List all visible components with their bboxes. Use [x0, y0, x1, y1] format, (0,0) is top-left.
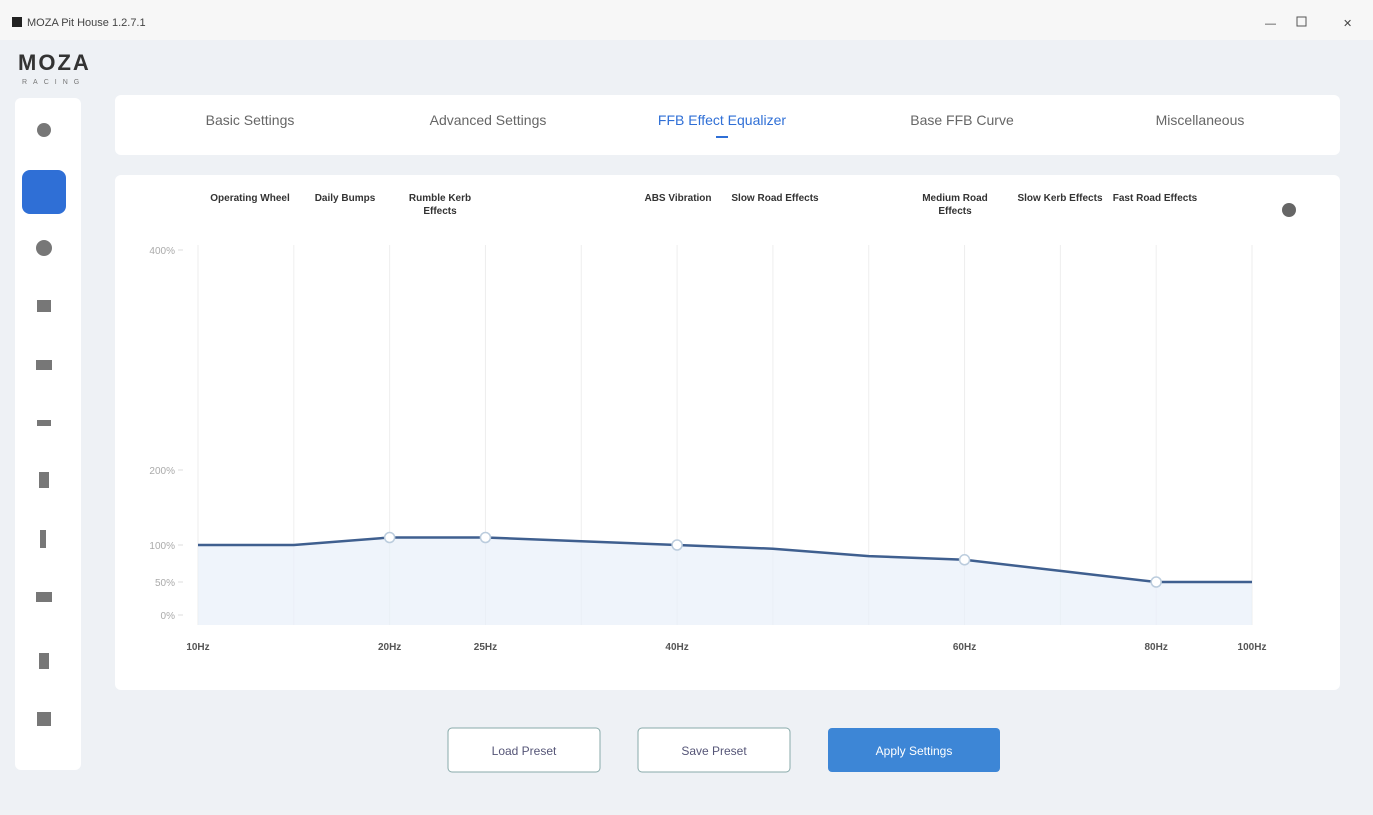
- tab-bar: [115, 95, 1340, 155]
- x-tick-label: 25Hz: [474, 642, 497, 653]
- tab[interactable]: Base FFB Curve: [910, 112, 1014, 128]
- y-tick-label: 400%: [149, 246, 175, 257]
- logo: MOZA: [18, 50, 91, 75]
- icon[interactable]: [37, 300, 51, 312]
- control-point[interactable]: [958, 554, 971, 566]
- control-point[interactable]: [383, 531, 396, 544]
- icon[interactable]: [37, 123, 51, 137]
- tab[interactable]: Advanced Settings: [430, 112, 547, 128]
- annotation-box: Fast Road Effects: [1112, 193, 1198, 204]
- logo-sub: RACING: [22, 79, 85, 86]
- tab[interactable]: Miscellaneous: [1156, 112, 1245, 128]
- annotation-box: Medium Road Effects: [922, 193, 988, 217]
- annotation: Operating Wheel: [210, 193, 290, 204]
- sidebar-active[interactable]: [22, 170, 66, 214]
- y-tick-label: 50%: [155, 578, 175, 589]
- tab-indicator: [716, 136, 728, 138]
- minimize[interactable]: —: [1265, 18, 1276, 30]
- x-tick-label: 10Hz: [186, 642, 209, 653]
- x-tick-label: 100Hz: [1238, 642, 1267, 653]
- y-tick-label: 200%: [149, 466, 175, 477]
- sidebar: [15, 98, 81, 770]
- icon[interactable]: [37, 420, 51, 426]
- area: [198, 537, 1252, 625]
- button-label: Save Preset: [681, 744, 747, 758]
- annotation: Medium Road Effects: [922, 193, 988, 217]
- title-bar: [0, 0, 1373, 40]
- annotation: Slow Road Effects: [731, 193, 819, 204]
- annotation-box: Operating Wheel: [210, 193, 290, 204]
- icon[interactable]: [36, 240, 52, 256]
- button[interactable]: [828, 728, 1000, 772]
- control-point[interactable]: [671, 539, 683, 551]
- annotation-box: Slow Road Effects: [731, 193, 819, 204]
- annotation: Rumble Kerb Effects: [408, 193, 472, 217]
- buttons: Load Preset Save Preset Apply Settings: [447, 727, 1000, 773]
- close[interactable]: ✕: [1343, 18, 1352, 30]
- annotation: Slow Kerb Effects: [1017, 193, 1103, 204]
- icon[interactable]: [40, 530, 46, 548]
- annotation-box: Daily Bumps: [314, 193, 376, 204]
- x-tick-label: 60Hz: [953, 642, 976, 653]
- x-tick-label: 20Hz: [378, 642, 401, 653]
- app-icon: [12, 17, 22, 27]
- annotation-box: Rumble Kerb Effects: [408, 193, 472, 217]
- window-title: MOZA Pit House 1.2.7.1: [27, 17, 146, 29]
- button-label: Load Preset: [492, 744, 557, 758]
- y-tick-label: 100%: [149, 541, 175, 552]
- annotation: ABS Vibration: [644, 193, 712, 204]
- annotation-box: Slow Kerb Effects: [1017, 193, 1103, 204]
- x-tick-label: 40Hz: [665, 642, 688, 653]
- control-point[interactable]: [1150, 576, 1162, 588]
- chart: 0% 50% 100% 200% 400% 10Hz 20Hz 25Hz 40Hz 60Hz 80H…: [149, 193, 1267, 653]
- tabs: Basic Settings Advanced Settings FFB Effec…: [206, 112, 1245, 138]
- control-point[interactable]: [479, 531, 492, 544]
- icon[interactable]: [36, 592, 52, 602]
- button[interactable]: [447, 727, 601, 773]
- tab[interactable]: Basic Settings: [206, 112, 295, 128]
- x-tick-label: 80Hz: [1145, 642, 1168, 653]
- annotation: Fast Road Effects: [1112, 193, 1198, 204]
- icon[interactable]: [39, 653, 49, 669]
- button-label: Apply Settings: [876, 744, 953, 758]
- tab[interactable]: FFB Effect Equalizer: [658, 112, 786, 128]
- y-tick-label: 0%: [161, 611, 176, 622]
- sidebar-icons: [36, 123, 52, 726]
- annotation-box: ABS Vibration: [644, 193, 712, 204]
- icon[interactable]: [37, 712, 51, 726]
- icon[interactable]: [39, 472, 49, 488]
- maximize[interactable]: [1296, 16, 1307, 27]
- icon[interactable]: [36, 360, 52, 370]
- line: [198, 536, 1252, 584]
- help-icon[interactable]: [1282, 203, 1296, 217]
- annotation: Daily Bumps: [314, 193, 376, 204]
- button[interactable]: [637, 727, 791, 773]
